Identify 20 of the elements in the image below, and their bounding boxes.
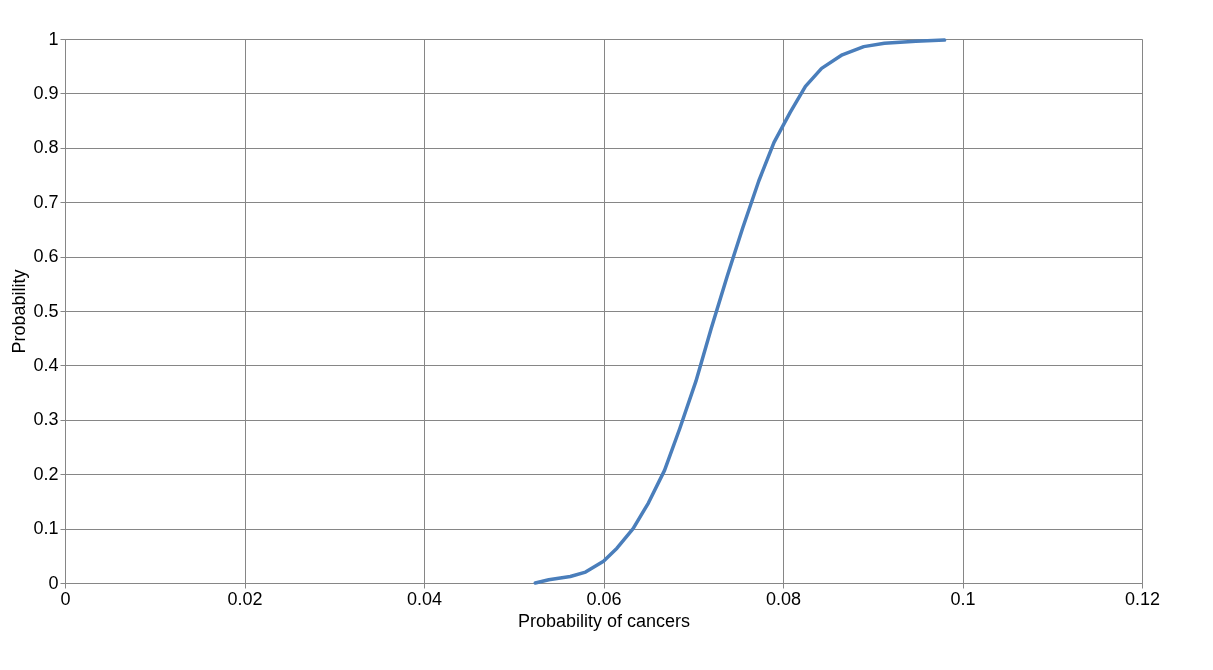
y-tick-label: 0.8 xyxy=(33,137,59,158)
x-tick-label: 0.04 xyxy=(406,588,443,609)
y-tick-label: 0.9 xyxy=(33,82,59,103)
x-tick-label: 0.06 xyxy=(586,588,622,609)
y-tick-label: 0.4 xyxy=(33,354,59,375)
y-tick-label: 0.1 xyxy=(33,518,59,539)
y-axis-title: Probability xyxy=(9,269,30,354)
y-tick-label: 0.2 xyxy=(33,463,59,484)
x-tick-label: 0.12 xyxy=(1124,588,1161,609)
y-tick-label: 0.7 xyxy=(33,191,59,212)
y-tick-label: 0 xyxy=(48,572,59,593)
x-tick-label: 0.08 xyxy=(765,588,802,609)
y-tick-label: 0.3 xyxy=(33,409,59,430)
y-tick-label: 1 xyxy=(48,28,59,49)
x-tick-label: 0.1 xyxy=(950,588,976,609)
x-axis-title: Probability of cancers xyxy=(517,610,691,631)
y-tick-label: 0.5 xyxy=(33,300,59,321)
x-tick-label: 0.02 xyxy=(227,588,263,609)
y-tick-label: 0.6 xyxy=(33,246,59,267)
line-series xyxy=(533,38,947,585)
